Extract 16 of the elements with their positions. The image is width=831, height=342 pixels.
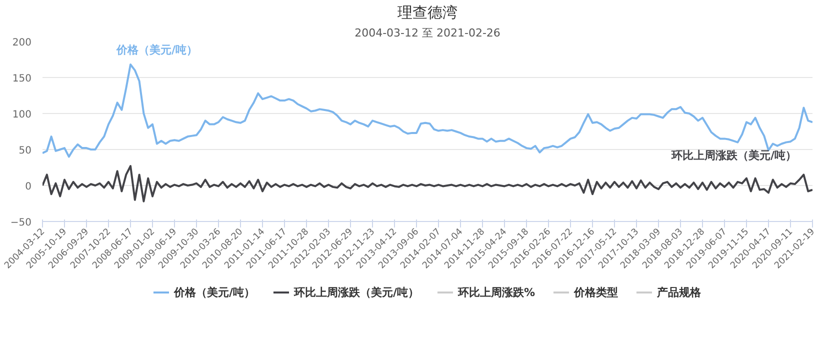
line-series (42, 165, 812, 202)
y-tick-label: −50 (10, 218, 32, 228)
chart-title: 理查德湾 (398, 4, 458, 22)
legend-label: 环比上周涨跌（美元/吨） (294, 284, 420, 300)
text: 环比上周涨跌（美元/吨） (671, 149, 797, 162)
text: 价格（美元/吨） (116, 44, 198, 57)
y-tick-label: 100 (12, 110, 32, 120)
y-tick-label: 50 (18, 146, 32, 156)
legend-label: 产品规格 (657, 284, 702, 300)
legend-label: 价格类型 (574, 284, 618, 300)
legend-label: 价格（美元/吨） (174, 284, 255, 300)
legend-label: 环比上周涨跌% (458, 284, 536, 300)
y-tick-label: 0 (25, 182, 32, 192)
y-tick-label: 200 (12, 38, 32, 48)
chart-subtitle: 2004-03-12 至 2021-02-26 (354, 26, 500, 40)
y-tick-label: 150 (12, 74, 32, 84)
